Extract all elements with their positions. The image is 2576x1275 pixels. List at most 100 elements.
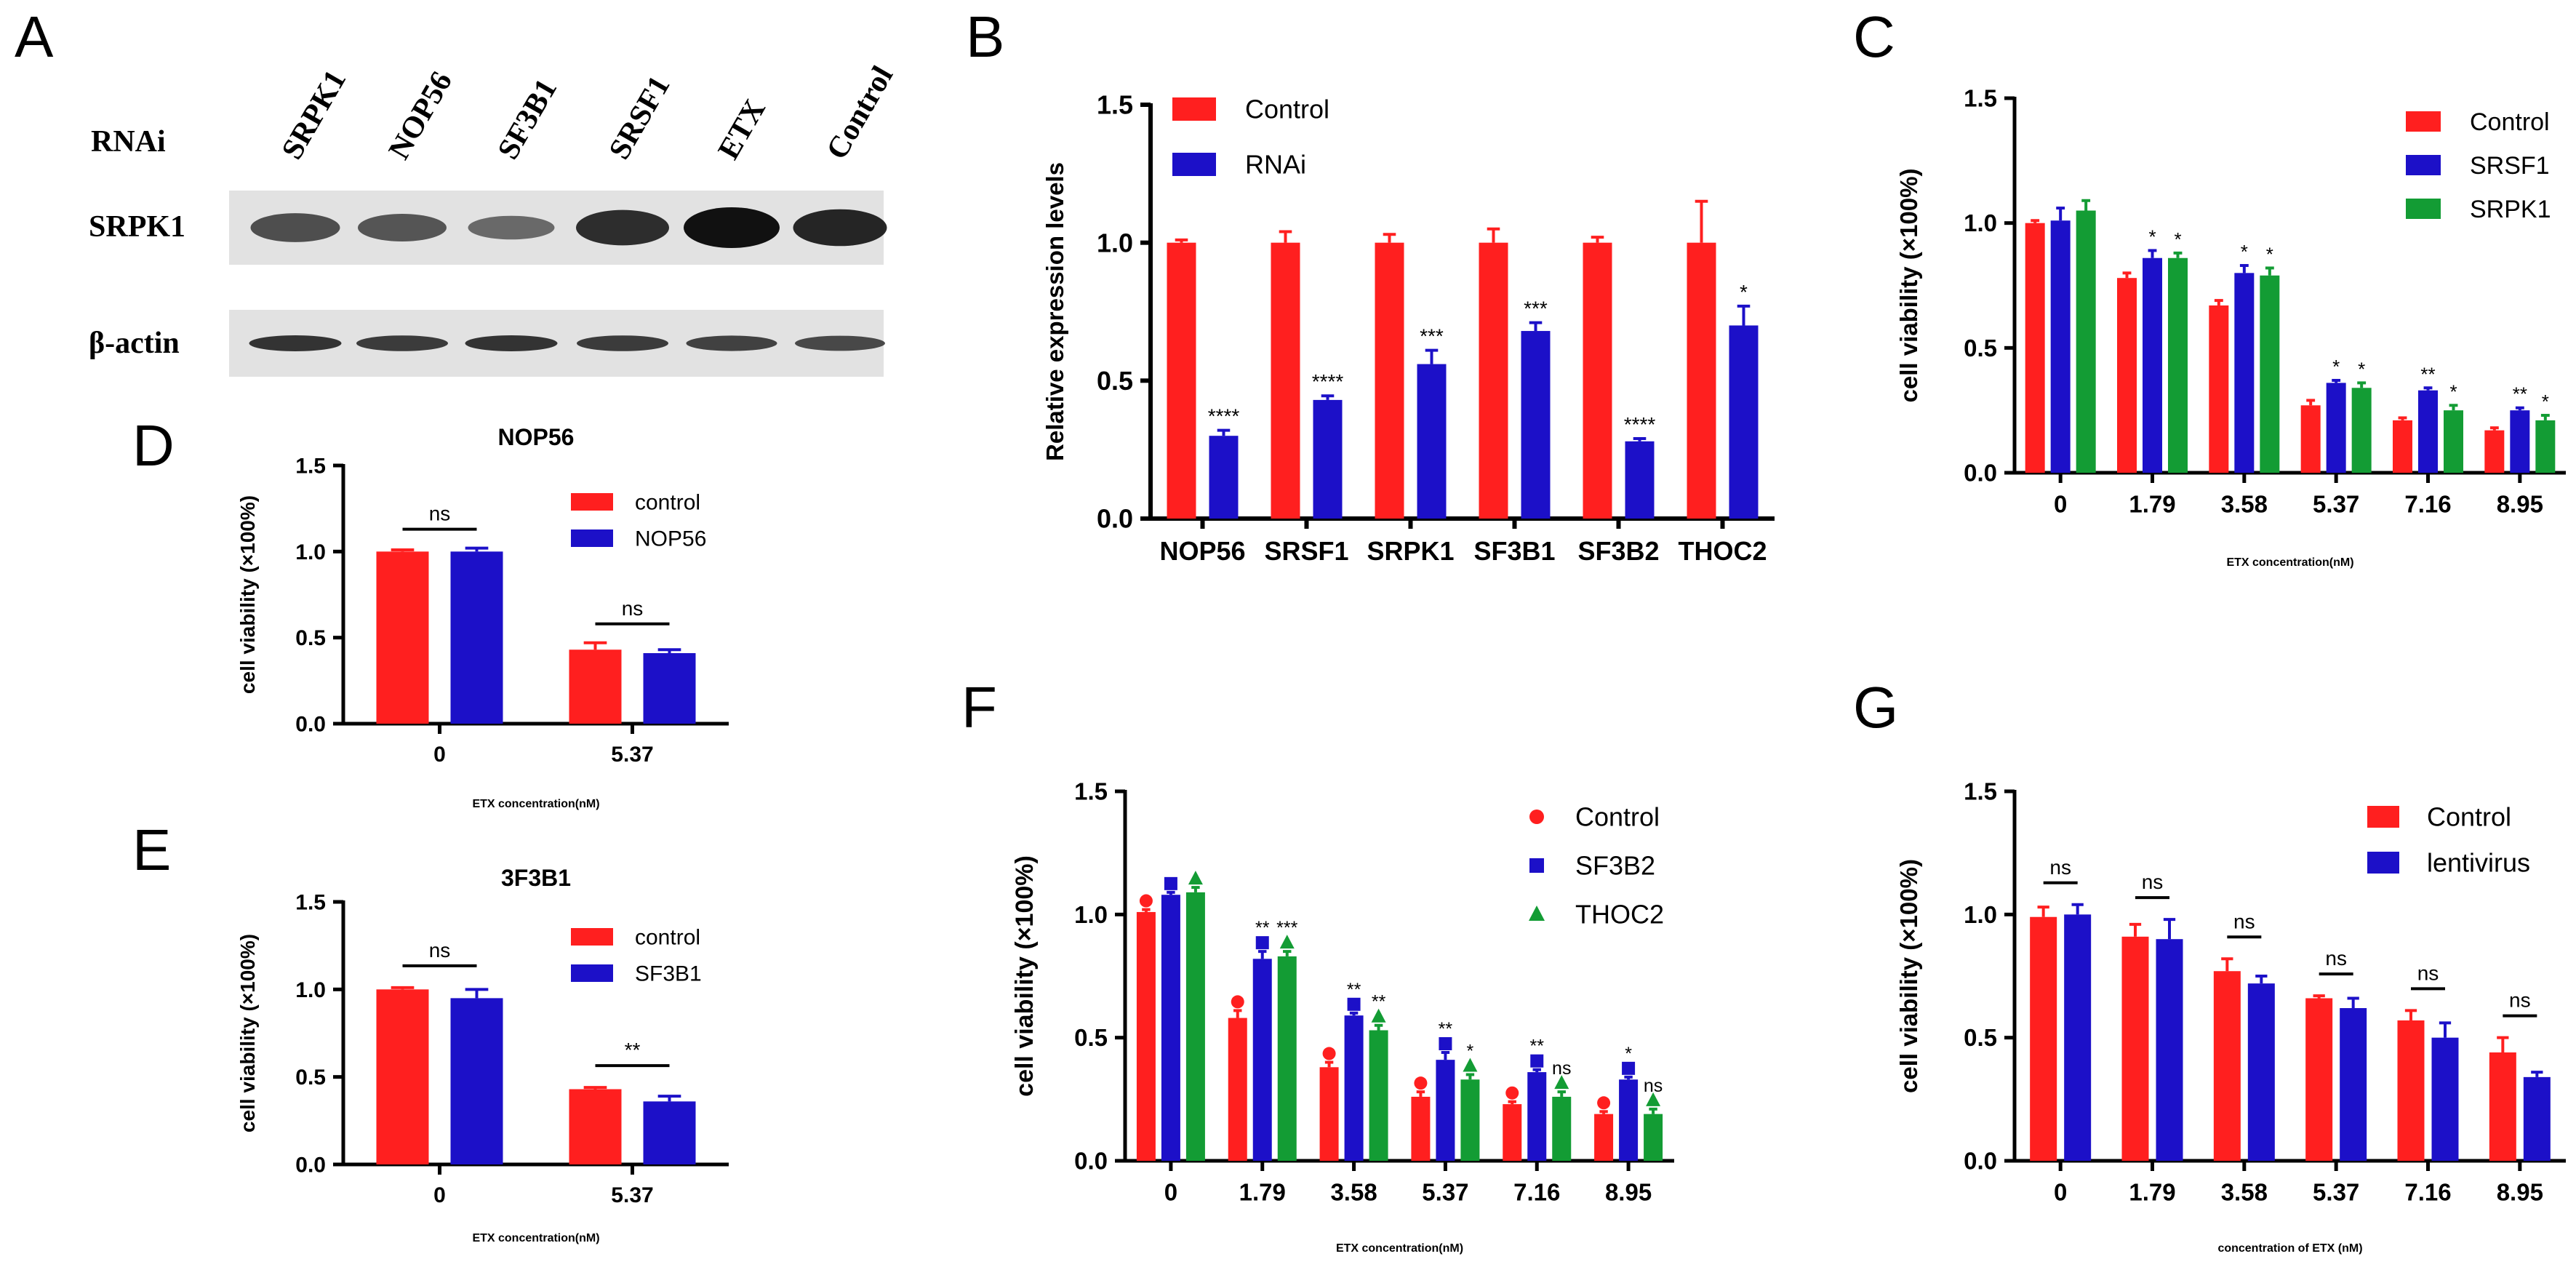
significance-label: *** — [1420, 325, 1444, 348]
y-axis-label: cell viability (×100%) — [1895, 859, 1922, 1093]
significance-label: * — [2332, 356, 2340, 377]
legend-label: THOC2 — [1575, 900, 1664, 930]
y-axis-label: cell viability (×100%) — [1011, 855, 1039, 1097]
bar — [2523, 1076, 2551, 1161]
y-tick-label: 1.5 — [1074, 778, 1108, 805]
blot-band — [358, 214, 447, 241]
blot-band — [686, 335, 777, 351]
bar — [1319, 1067, 1339, 1161]
legend-swatch — [571, 964, 613, 982]
y-tick-label: 1.5 — [295, 891, 326, 915]
bar — [1460, 1079, 1480, 1161]
bar — [1313, 399, 1343, 519]
significance-label: * — [2174, 228, 2181, 250]
x-tick-label: 1.79 — [1239, 1178, 1286, 1205]
y-tick-label: 1.0 — [1097, 228, 1133, 257]
blot-band — [793, 209, 887, 247]
bar — [2076, 210, 2096, 473]
chart-f: 0.0 0.5 1.0 1.5 cell viability (×100%) 0 1.79 *… — [1011, 778, 1674, 1255]
data-point — [1505, 1086, 1519, 1100]
significance-label: ** — [2420, 363, 2435, 385]
bracket-label: ns — [429, 503, 451, 525]
y-tick-label: 0.0 — [295, 1154, 326, 1178]
bar — [1594, 1114, 1614, 1161]
lane-label: SRSF1 — [603, 71, 677, 165]
data-point — [1139, 894, 1153, 908]
x-tick-label: 5.37 — [2313, 1178, 2359, 1205]
significance-label: ** — [2513, 383, 2527, 405]
legend-marker — [1529, 906, 1545, 921]
x-tick-label: 5.37 — [611, 743, 653, 767]
bar — [2168, 257, 2188, 473]
bar — [2260, 275, 2280, 473]
significance-label: *** — [1524, 297, 1548, 320]
x-tick-label: 8.95 — [2497, 1178, 2543, 1205]
significance-label: ** — [1439, 1019, 1453, 1039]
significance-label: * — [1740, 281, 1748, 303]
bar — [1583, 242, 1612, 519]
bar — [1619, 1079, 1639, 1161]
legend-label: Control — [2427, 802, 2511, 832]
legend-label: RNAi — [1245, 150, 1306, 180]
legend-label: SRSF1 — [2470, 152, 2550, 180]
bar — [2156, 939, 2183, 1161]
y-tick-label: 0.0 — [1074, 1148, 1108, 1175]
bar — [1277, 956, 1297, 1161]
bar — [1185, 892, 1205, 1161]
y-tick-label: 1.0 — [1964, 901, 1997, 928]
chart-c: 0.0 0.5 1.0 1.5 cell viability (×100%) 0 1.79 *… — [1895, 85, 2566, 569]
bar — [1521, 331, 1551, 519]
significance-label: ** — [1255, 918, 1270, 938]
bar — [1252, 959, 1272, 1161]
y-tick-label: 1.5 — [1097, 90, 1133, 120]
bar — [1411, 1096, 1431, 1161]
data-point — [1231, 995, 1244, 1009]
y-tick-label: 1.0 — [295, 540, 326, 564]
legend-swatch — [1172, 97, 1216, 121]
bar — [2418, 390, 2438, 473]
x-axis-label: ETX concentration(nM) — [2226, 556, 2353, 569]
bracket-label: ns — [2049, 856, 2071, 879]
blot-band — [468, 215, 555, 240]
bracket-label: ns — [429, 939, 451, 962]
x-tick-label: 3.58 — [2221, 490, 2268, 517]
legend-label: lentivirus — [2427, 848, 2530, 878]
x-tick-label: 0 — [433, 743, 446, 767]
x-tick-label: 0 — [2054, 1178, 2067, 1205]
x-axis-label: concentration of ETX (nM) — [2217, 1242, 2362, 1255]
bar — [2025, 223, 2045, 473]
bar — [1417, 364, 1447, 519]
significance-label: *** — [1276, 918, 1297, 938]
bar — [1479, 242, 1508, 519]
y-tick-label: 1.0 — [295, 978, 326, 1002]
legend-swatch — [2406, 155, 2441, 175]
x-tick-label: 8.95 — [1605, 1178, 1652, 1205]
bar — [569, 1089, 622, 1164]
bar — [2117, 278, 2137, 473]
legend-swatch — [571, 493, 613, 511]
blot-band — [356, 335, 448, 351]
x-axis-label: ETX concentration(nM) — [472, 1232, 599, 1244]
x-tick-label: 0 — [1164, 1178, 1177, 1205]
x-tick-label: 7.16 — [1513, 1178, 1560, 1205]
legend-label: SF3B2 — [1575, 851, 1655, 881]
lane-label: SF3B1 — [492, 73, 564, 165]
data-point — [1530, 1054, 1544, 1068]
chart-title: 3F3B1 — [501, 865, 571, 891]
bar — [450, 551, 503, 724]
y-tick-label: 0.0 — [1964, 1148, 1997, 1175]
significance-label: * — [2241, 241, 2248, 263]
panel-label-f: F — [961, 675, 997, 740]
bar — [2050, 220, 2071, 473]
x-tick-label: 5.37 — [2313, 490, 2359, 517]
bar — [1375, 242, 1404, 519]
data-point — [1255, 936, 1269, 950]
bar — [1644, 1114, 1663, 1161]
bar — [2397, 1020, 2425, 1161]
blot-band — [249, 335, 342, 351]
bar — [1271, 242, 1300, 519]
bar — [2030, 916, 2057, 1161]
lane-label: NOP56 — [383, 66, 459, 165]
bracket-label: ns — [622, 597, 644, 620]
data-point — [1439, 1036, 1452, 1050]
